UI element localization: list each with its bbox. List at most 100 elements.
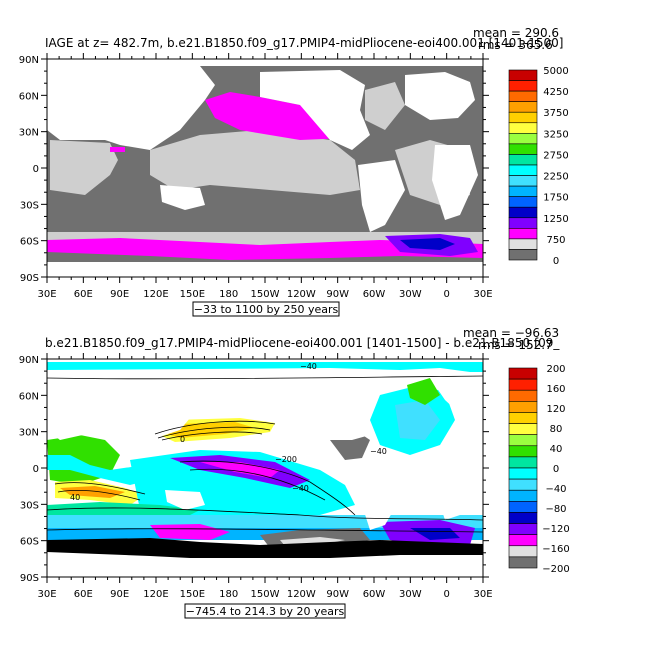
x-tick-label: 180 <box>219 289 238 300</box>
colorbar-label: 200 <box>546 364 565 375</box>
colorbar-label: −40 <box>545 484 566 495</box>
y-tick-label: 60S <box>20 237 39 248</box>
colorbar-swatch <box>508 501 538 513</box>
colorbar-label: 2250 <box>543 172 568 183</box>
y-tick-label: 90S <box>20 573 39 584</box>
colorbar-swatch <box>508 185 538 197</box>
x-tick-label: 30E <box>37 589 56 600</box>
panel-2-south-ocean-magenta <box>150 524 230 540</box>
panel-1-north-atlantic-light <box>365 82 405 130</box>
colorbar-swatch <box>508 164 538 176</box>
colorbar-label: 40 <box>550 444 563 455</box>
panel-1-map <box>47 59 483 277</box>
x-tick-label: 150E <box>180 289 205 300</box>
panel-1: IAGE at z= 482.7m, b.e21.B1850.f09_g17.P… <box>19 26 569 317</box>
x-tick-label: 120W <box>287 289 316 300</box>
colorbar-swatch <box>508 456 538 469</box>
y-tick-label: 30N <box>19 128 39 139</box>
colorbar-swatch <box>508 238 538 250</box>
y-tick-label: 60S <box>20 537 39 548</box>
panel-2-range-box <box>184 603 346 619</box>
panel-2-south-ocean-black <box>47 538 483 560</box>
colorbar-swatch <box>508 434 538 447</box>
colorbar-label: 750 <box>546 235 565 246</box>
panel-1-colorbar: 5000 4250 3750 3250 2750 2250 1750 1250 750 0 <box>508 66 569 267</box>
panel-1-south-young-band <box>47 238 483 260</box>
y-tick-label: 90S <box>20 273 39 284</box>
colorbar-swatch <box>508 367 538 380</box>
x-tick-label: 30E <box>473 589 492 600</box>
panel-2-contour-label-6: −40 <box>370 447 387 456</box>
colorbar-swatch <box>508 249 538 261</box>
colorbar-swatch <box>508 534 538 547</box>
x-tick-label: 120E <box>143 289 168 300</box>
panel-2-contour-label-7: −120 <box>150 542 169 550</box>
panel-1-land <box>47 59 483 277</box>
panel-2-contour-label-8: −160 <box>170 542 189 550</box>
panel-1-x-ticks: 30E 60E 90E 120E 150E 180 150W 120W 90W 60W 30W 0 30… <box>37 53 493 300</box>
panel-1-kuroshio-young <box>110 147 125 152</box>
panel-1-rms: rms = 365.6 <box>478 38 553 52</box>
colorbar-label: −200 <box>542 564 569 575</box>
x-tick-label: 150W <box>251 289 280 300</box>
panel-2-contour-label-5: 40 <box>70 493 80 502</box>
panel-2-contour-label-3: −200 <box>275 455 297 464</box>
x-tick-label: 0 <box>443 589 449 600</box>
colorbar-swatch <box>508 478 538 491</box>
panel-1-range-box <box>192 301 340 317</box>
panel-2-greenland-green <box>407 378 440 405</box>
y-tick-label: 90N <box>19 355 39 366</box>
colorbar-swatch <box>508 467 538 480</box>
panel-2-title: b.e21.B1850.f09_g17.PMIP4-midPliocene-eo… <box>45 336 560 350</box>
colorbar-swatch <box>508 389 538 402</box>
colorbar-label: 1750 <box>543 193 568 204</box>
panel-1-north-pacific-young <box>205 92 348 140</box>
colorbar-swatch <box>508 90 538 102</box>
panel-2-rms: rms = 152.7 <box>478 338 553 352</box>
panel-2-range-label: −745.4 to 214.3 by 20 years <box>186 605 345 618</box>
colorbar-swatch <box>508 101 538 113</box>
panel-2-x-ticks: 30E 60E 90E 120E 150E 180 150W 120W 90W 60W 30W 0 30… <box>37 353 493 600</box>
colorbar-swatch <box>508 523 538 535</box>
colorbar-label: 1250 <box>543 214 568 225</box>
panel-1-south-blue <box>400 238 455 250</box>
panel-2-colorbar: 200 160 120 80 40 0 −40 −80 −120 −160 −200 <box>508 364 570 575</box>
colorbar-swatch <box>508 556 538 569</box>
colorbar-swatch <box>508 512 538 524</box>
panel-2-y-ticks: 90N 60N 30N 0 30S 60S 90S <box>19 355 489 584</box>
colorbar-swatch <box>508 545 538 558</box>
x-tick-label: 90W <box>326 289 349 300</box>
colorbar-label: 5000 <box>543 66 568 77</box>
panel-2-contour-label-1: −40 <box>300 362 317 371</box>
colorbar-label: 0 <box>553 256 559 267</box>
panel-1-title: IAGE at z= 482.7m, b.e21.B1850.f09_g17.P… <box>45 36 563 50</box>
colorbar-swatch <box>508 412 538 424</box>
panel-2-contours <box>47 375 483 533</box>
panel-1-tropical-indian <box>50 140 118 195</box>
colorbar-swatch <box>508 445 538 458</box>
x-tick-label: 30E <box>37 289 56 300</box>
x-tick-label: 90W <box>326 589 349 600</box>
x-tick-label: 180 <box>219 589 238 600</box>
colorbar-label: 120 <box>546 404 565 415</box>
colorbar-label: 2750 <box>543 150 568 161</box>
y-tick-label: 90N <box>19 55 39 66</box>
panel-2-north-atlantic-cool <box>395 400 440 440</box>
colorbar-swatch <box>508 423 538 435</box>
panel-1-y-ticks: 90N 60N 30N 0 30S 60S 90S <box>19 55 489 284</box>
x-tick-label: 120E <box>143 589 168 600</box>
colorbar-swatch <box>508 80 538 92</box>
x-tick-label: 60E <box>74 289 93 300</box>
y-tick-label: 60N <box>19 91 39 102</box>
panel-2-indian-cyan <box>47 455 150 485</box>
panel-1-range-label: −33 to 1100 by 250 years <box>194 303 339 316</box>
x-tick-label: 30E <box>473 289 492 300</box>
panel-1-tropical-pacific <box>150 130 360 195</box>
panel-2-arctic <box>47 362 483 372</box>
panel-2-pacific-magenta <box>200 462 280 478</box>
panel-2: b.e21.B1850.f09_g17.PMIP4-midPliocene-eo… <box>19 326 570 619</box>
x-tick-label: 60W <box>363 589 386 600</box>
x-tick-label: 30W <box>399 289 422 300</box>
colorbar-swatch <box>508 69 538 81</box>
